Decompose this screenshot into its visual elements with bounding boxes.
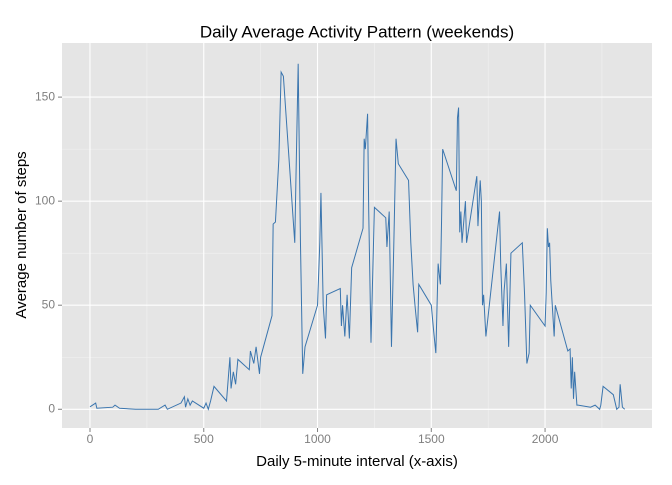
plot-panel — [62, 43, 652, 428]
data-line — [89, 63, 626, 411]
y-axis-label: Average number of steps — [13, 151, 30, 318]
x-tick-label: 1500 — [418, 432, 445, 446]
x-tick-label: 500 — [194, 432, 214, 446]
y-tick-label: 0 — [48, 401, 55, 415]
y-tick-label: 50 — [42, 297, 56, 311]
x-tick-label: 1000 — [304, 432, 331, 446]
y-tick-label: 150 — [35, 89, 55, 103]
x-tick-label: 0 — [87, 432, 94, 446]
x-axis-label: Daily 5-minute interval (x-axis) — [256, 453, 458, 470]
chart-title: Daily Average Activity Pattern (weekends… — [200, 22, 514, 41]
x-tick-label: 2000 — [532, 432, 559, 446]
y-tick-label: 100 — [35, 193, 55, 207]
